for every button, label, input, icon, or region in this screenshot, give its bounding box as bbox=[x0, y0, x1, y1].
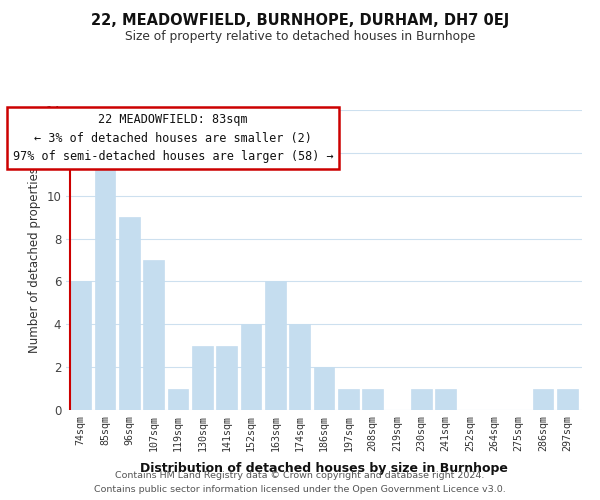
Text: 22 MEADOWFIELD: 83sqm
← 3% of detached houses are smaller (2)
97% of semi-detach: 22 MEADOWFIELD: 83sqm ← 3% of detached h… bbox=[13, 113, 334, 163]
Bar bbox=[95, 153, 115, 410]
Bar bbox=[70, 282, 91, 410]
Bar bbox=[241, 324, 262, 410]
Text: Contains HM Land Registry data © Crown copyright and database right 2024.: Contains HM Land Registry data © Crown c… bbox=[115, 471, 485, 480]
Text: 22, MEADOWFIELD, BURNHOPE, DURHAM, DH7 0EJ: 22, MEADOWFIELD, BURNHOPE, DURHAM, DH7 0… bbox=[91, 12, 509, 28]
Bar bbox=[143, 260, 164, 410]
Bar bbox=[192, 346, 212, 410]
Bar bbox=[119, 217, 140, 410]
Bar bbox=[411, 388, 432, 410]
Text: Size of property relative to detached houses in Burnhope: Size of property relative to detached ho… bbox=[125, 30, 475, 43]
Bar bbox=[533, 388, 553, 410]
Bar bbox=[314, 367, 334, 410]
Y-axis label: Number of detached properties: Number of detached properties bbox=[28, 167, 41, 353]
Bar bbox=[167, 388, 188, 410]
Bar bbox=[436, 388, 456, 410]
Bar bbox=[338, 388, 359, 410]
Bar bbox=[362, 388, 383, 410]
Bar bbox=[265, 282, 286, 410]
Bar bbox=[216, 346, 237, 410]
Bar bbox=[557, 388, 578, 410]
X-axis label: Distribution of detached houses by size in Burnhope: Distribution of detached houses by size … bbox=[140, 462, 508, 475]
Bar bbox=[289, 324, 310, 410]
Text: Contains public sector information licensed under the Open Government Licence v3: Contains public sector information licen… bbox=[94, 485, 506, 494]
